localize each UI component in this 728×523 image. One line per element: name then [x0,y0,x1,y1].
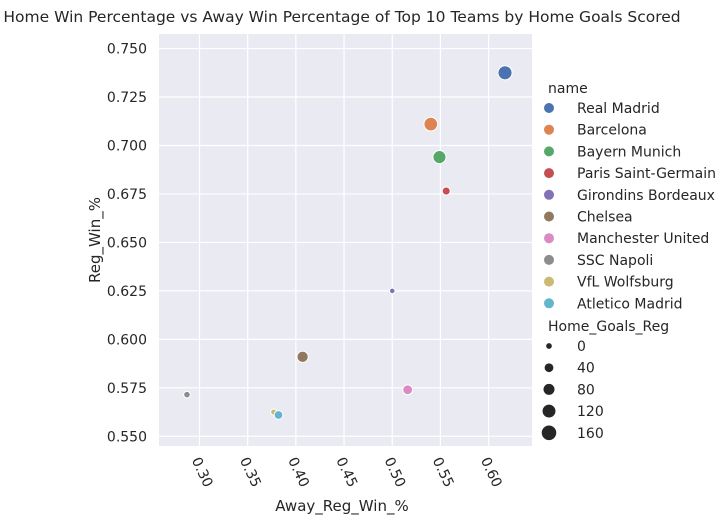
y-tick-label: 0.575 [107,381,147,397]
legend-marker [544,124,554,135]
legend-size-marker [544,363,554,373]
legend-label: Manchester United [577,231,709,247]
legend-marker [544,103,554,113]
y-tick-label: 0.600 [107,332,147,348]
legend-label: Real Madrid [577,101,660,117]
data-point [388,287,396,295]
data-point [423,116,439,132]
legend-label: Bayern Munich [577,144,681,160]
legend-marker [544,276,554,287]
data-point [296,350,309,363]
legend-marker [544,254,554,265]
legend-size-marker [541,425,557,441]
x-axis-label: Away_Reg_Win_% [275,497,408,516]
legend-label: Girondins Bordeaux [577,188,715,204]
legend-hue-title: name [548,81,588,97]
legend-size-label: 0 [577,339,586,355]
legend-label: Barcelona [577,123,647,139]
legend: name Real Madrid Barcelona Bayern Munich Pa… [541,81,716,442]
legend-size-label: 120 [577,404,604,420]
legend-label: Atletico Madrid [577,296,683,312]
legend-label: Paris Saint-Germain [577,166,716,182]
legend-size-label: 80 [577,382,595,398]
legend-size-title: Home_Goals_Reg [548,319,669,335]
legend-marker [544,168,554,179]
legend-size-marker [543,383,555,395]
y-tick-label: 0.675 [107,187,147,203]
legend-size-marker [542,404,556,418]
legend-size-label: 40 [577,361,595,377]
y-tick-label: 0.650 [107,235,147,251]
y-tick-label: 0.550 [107,429,147,445]
x-tick-label: 0.35 [236,455,264,490]
data-point [497,65,513,81]
x-tick-label: 0.50 [381,455,409,490]
data-point [441,186,451,196]
y-tick-label: 0.750 [107,42,147,58]
x-tick-label: 0.55 [429,455,457,490]
legend-label: Chelsea [577,210,633,226]
legend-hue-entries: Real Madrid Barcelona Bayern Munich Paris S… [544,101,716,312]
y-axis-label: Reg_Win_% [86,197,105,283]
y-tick-label: 0.625 [107,284,147,300]
data-point [402,384,414,396]
legend-marker [544,211,554,222]
x-tick-label: 0.40 [284,455,312,490]
y-axis-ticks: 0.550 0.575 0.600 0.625 0.650 0.675 0.700 0.725… [107,42,147,446]
x-tick-label: 0.45 [332,455,360,490]
data-point [432,150,447,165]
legend-marker [544,146,554,157]
legend-size-marker [546,343,552,349]
grid [159,34,532,446]
x-tick-label: 0.60 [477,455,505,490]
y-tick-label: 0.700 [107,138,147,154]
legend-marker [544,189,554,200]
data-point [273,410,284,420]
data-point [183,390,191,399]
x-tick-label: 0.30 [188,455,216,490]
legend-marker [544,298,554,309]
legend-size-entries: 0 40 80 120 160 [541,339,604,442]
legend-marker [544,233,554,244]
legend-label: SSC Napoli [577,253,653,269]
legend-size-label: 160 [577,426,604,442]
x-axis-ticks: 0.30 0.35 0.40 0.45 0.50 0.55 0.60 [188,455,505,490]
data-points [183,65,513,420]
plot-area [159,34,532,446]
y-tick-label: 0.725 [107,90,147,106]
chart-title: Home Win Percentage vs Away Win Percenta… [3,8,680,26]
legend-label: VfL Wolfsburg [577,275,674,291]
